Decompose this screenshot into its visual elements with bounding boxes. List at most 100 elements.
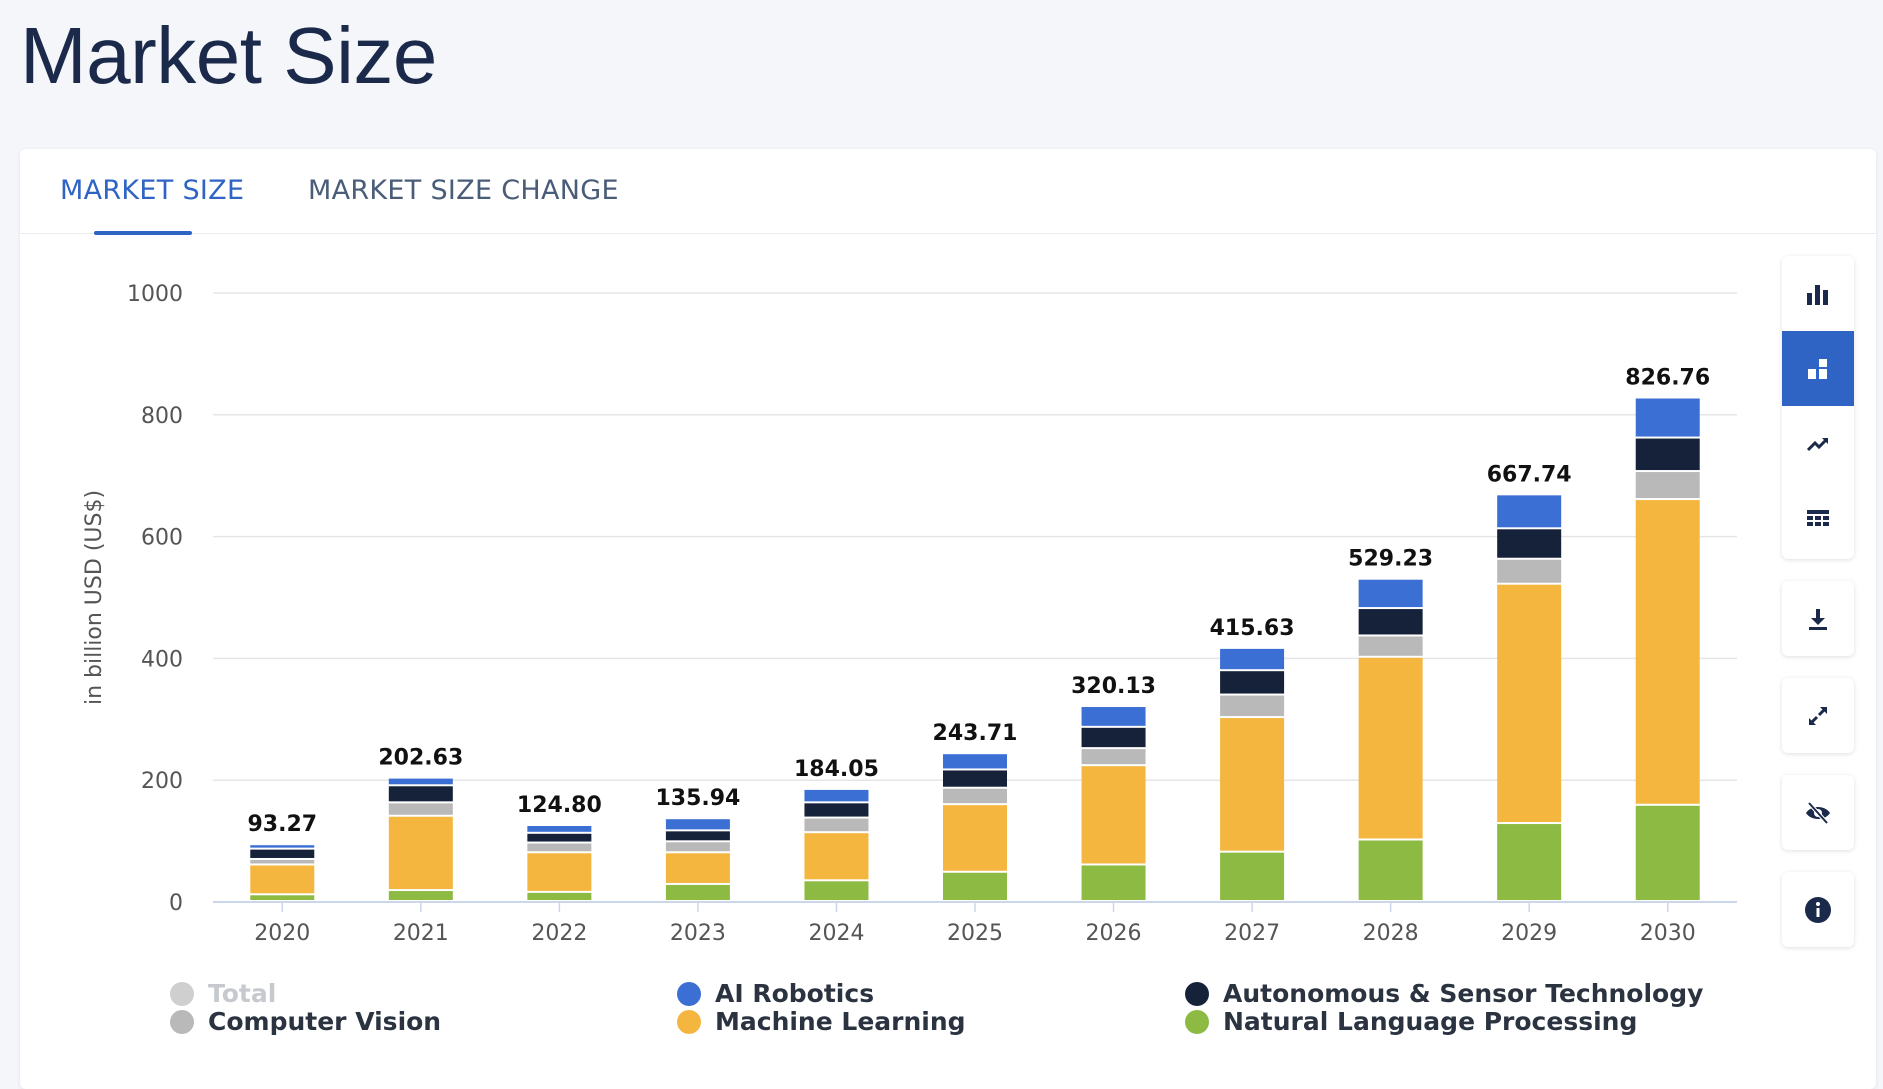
legend-item-total[interactable]: Total xyxy=(170,979,276,1008)
bar-segment-ai_robotics[interactable] xyxy=(943,754,1007,769)
bar-segment-autonomous[interactable] xyxy=(665,831,730,841)
bar-segment-ai_robotics[interactable] xyxy=(1635,398,1700,437)
y-tick-label: 800 xyxy=(141,404,183,429)
tab-market-size-change[interactable]: MARKET SIZE CHANGE xyxy=(308,175,619,206)
bar-segment-ai_robotics[interactable] xyxy=(665,819,730,830)
stacked-bar-chart: 0 200 400 600 800 1000 in billion USD (US$) 93.… xyxy=(82,282,1737,946)
x-tick-label: 2027 xyxy=(1224,921,1280,946)
bar-segment-computer_vision[interactable] xyxy=(250,859,315,864)
bar-segment-nlp[interactable] xyxy=(1497,824,1562,900)
bar-segment-autonomous[interactable] xyxy=(1497,529,1562,558)
bar-segment-computer_vision[interactable] xyxy=(388,803,453,815)
legend-swatch xyxy=(677,981,701,1006)
total-data-label: 184.05 xyxy=(794,757,879,782)
bar-segment-nlp[interactable] xyxy=(804,881,869,900)
bar-segment-autonomous[interactable] xyxy=(250,849,315,858)
line-trend-icon xyxy=(1806,437,1829,451)
hide-eye-icon xyxy=(1806,801,1830,824)
info-button[interactable] xyxy=(1782,872,1854,947)
bar-segment-ai_robotics[interactable] xyxy=(804,789,869,802)
bar-segment-machine_learning[interactable] xyxy=(1081,766,1146,864)
bar-segment-computer_vision[interactable] xyxy=(1635,472,1700,499)
bar-segment-ai_robotics[interactable] xyxy=(388,778,453,785)
bar-segment-machine_learning[interactable] xyxy=(943,805,1007,871)
bar-segment-computer_vision[interactable] xyxy=(665,842,730,852)
bar-segment-machine_learning[interactable] xyxy=(1497,584,1562,823)
y-axis-label: in billion USD (US$) xyxy=(82,490,107,705)
bar-segment-computer_vision[interactable] xyxy=(527,843,592,852)
bar-segment-nlp[interactable] xyxy=(527,892,592,900)
bar-segment-nlp[interactable] xyxy=(388,891,453,900)
bar-segment-machine_learning[interactable] xyxy=(804,833,869,880)
bar-segment-ai_robotics[interactable] xyxy=(1081,707,1146,726)
bar-segment-ai_robotics[interactable] xyxy=(1497,495,1562,528)
hide-button[interactable] xyxy=(1782,775,1854,850)
bar-segment-machine_learning[interactable] xyxy=(1635,500,1700,804)
x-tick-label: 2030 xyxy=(1640,921,1696,946)
bar-chart-view-button[interactable] xyxy=(1782,256,1854,331)
bar-segment-computer_vision[interactable] xyxy=(1497,559,1562,583)
legend-item-machine_learning[interactable]: Machine Learning xyxy=(677,1007,966,1036)
active-tab-indicator xyxy=(94,231,192,235)
bar-segment-autonomous[interactable] xyxy=(1358,609,1423,635)
y-tick-label: 200 xyxy=(141,769,183,794)
bar-segment-ai_robotics[interactable] xyxy=(250,845,315,848)
bar-segment-autonomous[interactable] xyxy=(527,833,592,842)
bar-segment-autonomous[interactable] xyxy=(1081,727,1146,748)
bar-segment-machine_learning[interactable] xyxy=(250,865,315,894)
download-group xyxy=(1782,581,1854,656)
bar-segment-computer_vision[interactable] xyxy=(804,818,869,832)
legend-item-ai_robotics[interactable]: AI Robotics xyxy=(677,979,874,1008)
table-view-button[interactable] xyxy=(1782,481,1854,556)
y-tick-label: 600 xyxy=(141,526,183,551)
info-icon xyxy=(1805,896,1831,923)
total-data-label: 667.74 xyxy=(1487,462,1572,487)
bar-segment-machine_learning[interactable] xyxy=(527,853,592,891)
legend-label: Computer Vision xyxy=(208,1007,442,1036)
x-tick-label: 2025 xyxy=(947,921,1003,946)
bar-segment-ai_robotics[interactable] xyxy=(527,825,592,832)
legend-item-nlp[interactable]: Natural Language Processing xyxy=(1185,1007,1637,1036)
download-button[interactable] xyxy=(1782,581,1854,656)
y-tick-label: 0 xyxy=(169,891,183,916)
total-data-label: 415.63 xyxy=(1210,616,1295,641)
bar-segment-nlp[interactable] xyxy=(1081,865,1146,900)
tab-market-size[interactable]: MARKET SIZE xyxy=(60,175,245,206)
legend-item-computer_vision[interactable]: Computer Vision xyxy=(170,1007,441,1036)
legend-swatch xyxy=(677,1009,701,1034)
bar-segment-nlp[interactable] xyxy=(943,872,1007,900)
bar-segment-nlp[interactable] xyxy=(1635,805,1700,900)
bar-segment-computer_vision[interactable] xyxy=(1220,695,1285,717)
expand-button[interactable] xyxy=(1782,678,1854,753)
bar-segment-computer_vision[interactable] xyxy=(1081,749,1146,765)
bar-segment-ai_robotics[interactable] xyxy=(1220,648,1285,670)
x-tick-label: 2022 xyxy=(531,921,587,946)
bar-segment-autonomous[interactable] xyxy=(388,786,453,802)
legend-label: Autonomous & Sensor Technology xyxy=(1223,979,1704,1008)
bar-segment-machine_learning[interactable] xyxy=(1358,657,1423,839)
bar-segment-nlp[interactable] xyxy=(1358,840,1423,900)
bar-segment-nlp[interactable] xyxy=(250,895,315,900)
bar-segment-autonomous[interactable] xyxy=(804,803,869,817)
bar-segment-autonomous[interactable] xyxy=(1635,438,1700,471)
bar-segment-machine_learning[interactable] xyxy=(665,853,730,883)
y-tick-label: 400 xyxy=(141,647,183,672)
legend-swatch xyxy=(170,1009,194,1034)
legend-label: AI Robotics xyxy=(715,979,875,1008)
bar-segment-autonomous[interactable] xyxy=(943,770,1007,787)
bar-segment-nlp[interactable] xyxy=(1220,852,1285,900)
bar-segment-computer_vision[interactable] xyxy=(943,788,1007,804)
stacked-bar-view-button[interactable] xyxy=(1782,331,1854,406)
table-grid-icon xyxy=(1807,509,1829,526)
bar-segment-machine_learning[interactable] xyxy=(388,816,453,890)
tab-bar: MARKET SIZE MARKET SIZE CHANGE xyxy=(20,149,1876,235)
legend-item-autonomous[interactable]: Autonomous & Sensor Technology xyxy=(1185,979,1703,1008)
bar-segment-nlp[interactable] xyxy=(665,884,730,900)
download-icon xyxy=(1809,608,1827,630)
bar-segment-computer_vision[interactable] xyxy=(1358,636,1423,656)
line-chart-view-button[interactable] xyxy=(1782,406,1854,481)
legend-swatch xyxy=(170,981,194,1006)
bar-segment-ai_robotics[interactable] xyxy=(1358,579,1423,608)
bar-segment-autonomous[interactable] xyxy=(1220,671,1285,694)
bar-segment-machine_learning[interactable] xyxy=(1220,718,1285,851)
